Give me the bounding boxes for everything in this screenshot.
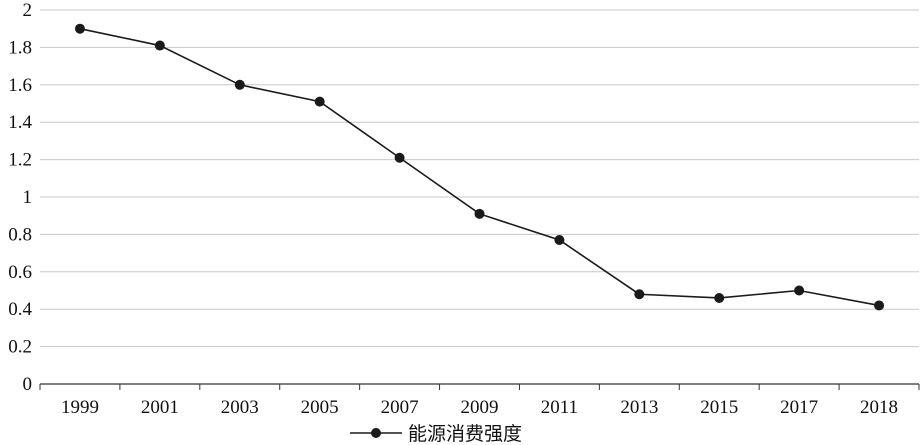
tick-labels: 0 0.2 0.4 0.6 0.8 1 1.2 1.4 1.6 1.8 2 1999 2001 2003 2… <box>8 0 898 418</box>
y-tick-label: 1.2 <box>8 150 32 171</box>
x-tick-label: 2011 <box>541 397 578 418</box>
x-tick-label: 1999 <box>61 397 99 418</box>
data-point <box>634 289 645 300</box>
gridlines <box>40 9 919 348</box>
x-tick-label: 2007 <box>381 397 419 418</box>
y-tick-label: 2 <box>23 0 33 21</box>
data-point <box>394 152 405 163</box>
axes <box>39 383 920 390</box>
x-tick-label: 2015 <box>700 397 738 418</box>
y-tick-label: 0.4 <box>8 299 32 320</box>
x-tick-label: 2001 <box>141 397 179 418</box>
y-tick-label: 0 <box>23 374 33 395</box>
y-tick-label: 1.8 <box>8 37 32 58</box>
data-point <box>314 96 325 107</box>
x-tick-label: 2005 <box>301 397 339 418</box>
x-tick-label: 2003 <box>221 397 259 418</box>
series-line <box>79 27 880 307</box>
legend-dot-marker <box>371 428 381 438</box>
y-tick-label: 0.2 <box>8 337 32 358</box>
data-point <box>74 23 85 34</box>
data-point <box>554 235 565 246</box>
x-tick-label: 2017 <box>780 397 818 418</box>
series-line-layer <box>74 23 885 311</box>
data-point <box>794 285 805 296</box>
data-point <box>874 300 885 311</box>
data-point <box>474 208 485 219</box>
y-tick-label: 0.8 <box>8 224 32 245</box>
data-point <box>154 40 165 51</box>
y-tick-label: 1.6 <box>8 75 32 96</box>
x-tick-label: 2009 <box>461 397 499 418</box>
data-point <box>234 79 245 90</box>
data-point <box>714 292 725 303</box>
y-tick-label: 1.4 <box>8 112 32 133</box>
y-tick-label: 1 <box>23 187 33 208</box>
x-tick-label: 2018 <box>860 397 898 418</box>
y-tick-label: 0.6 <box>8 262 32 283</box>
x-tick-label: 2013 <box>620 397 658 418</box>
legend: 能源消费强度 <box>350 423 522 445</box>
legend-label: 能源消费强度 <box>408 423 522 445</box>
